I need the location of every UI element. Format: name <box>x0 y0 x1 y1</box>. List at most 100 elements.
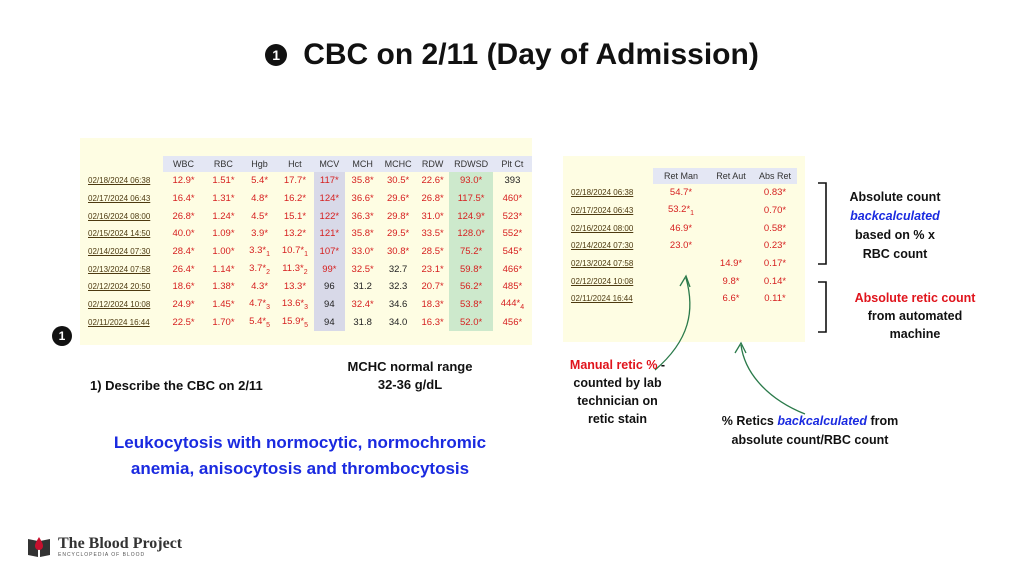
retic-cell: 0.17* <box>763 258 787 270</box>
result-date-link[interactable]: 02/12/2024 10:08 <box>571 276 634 286</box>
cbc-cell: 10.7*1 <box>281 245 308 259</box>
cbc-cell: 460* <box>502 193 523 205</box>
cbc-col-mcv: MCV <box>313 156 346 172</box>
cbc-row: 02/12/2024 10:08 24.9* 1.45* 4.7*3 13.6*3 94 3… <box>84 295 532 314</box>
cbc-cell: 18.3* <box>421 299 444 311</box>
mchc-range-note: MCHC normal range 32-36 g/dL <box>335 358 485 394</box>
cbc-row: 02/17/2024 06:43 16.4* 1.31* 4.8* 16.2* 124* 3… <box>84 189 532 208</box>
manual-retic-line2: counted by lab <box>573 376 662 390</box>
cbc-cell: 17.7* <box>283 175 307 187</box>
cbc-cell: 122* <box>313 207 346 226</box>
retic-cell: 0.23* <box>763 240 787 252</box>
upper-bracket <box>818 182 827 265</box>
cbc-cell: 1.51* <box>212 175 235 187</box>
result-date-link[interactable]: 02/17/2024 06:43 <box>88 194 151 204</box>
retic-row: 02/11/2024 16:44 6.6* 0.11* <box>567 290 797 308</box>
result-date-link[interactable]: 02/14/2024 07:30 <box>571 241 634 251</box>
abs-count-line2: backcalculated <box>850 209 940 223</box>
cbc-cell: 35.8* <box>351 228 374 240</box>
cbc-cell: 1.09* <box>212 228 235 240</box>
result-date-link[interactable]: 02/12/2024 10:08 <box>88 300 151 310</box>
cbc-cell: 30.8* <box>387 246 410 258</box>
cbc-cell: 15.1* <box>283 210 307 222</box>
cbc-cell: 523* <box>502 210 523 222</box>
cbc-cell: 5.4*5 <box>249 315 270 329</box>
retic-row: 02/16/2024 08:00 46.9* 0.58* <box>567 219 797 237</box>
cbc-cell: 29.6* <box>387 193 410 205</box>
abs-retic-line3: machine <box>889 327 941 341</box>
result-date-link[interactable]: 02/16/2024 08:00 <box>571 223 634 233</box>
cbc-cell: 1.70* <box>212 316 235 328</box>
retic-cell: 0.11* <box>764 293 786 305</box>
cbc-cell: 456* <box>502 316 523 328</box>
retic-cell: 0.58* <box>763 222 787 234</box>
manual-retic-line4: retic stain <box>587 412 648 426</box>
cbc-cell: 99* <box>313 260 346 279</box>
cbc-row: 02/15/2024 14:50 40.0* 1.09* 3.9* 13.2* 121* 3… <box>84 225 532 243</box>
cbc-cell: 4.7*3 <box>249 298 270 312</box>
result-date-link[interactable]: 02/13/2024 07:58 <box>88 264 151 274</box>
manual-retic-arrow <box>654 277 691 371</box>
result-date-link[interactable]: 02/12/2024 20:50 <box>88 282 151 292</box>
cbc-cell: 16.4* <box>172 193 195 205</box>
result-date-link[interactable]: 02/11/2024 16:44 <box>88 317 150 327</box>
cbc-cell: 16.2* <box>283 193 307 205</box>
cbc-cell: 35.8* <box>351 175 374 187</box>
cbc-cell: 52.0* <box>449 313 493 332</box>
cbc-col-mch: MCH <box>345 156 381 172</box>
cbc-cell: 4.8* <box>251 193 269 205</box>
retic-lab-table: Ret Man Ret Aut Abs Ret 02/18/2024 06:38 54… <box>563 156 805 342</box>
cbc-cell: 466* <box>502 263 523 275</box>
abs-retic-line2: from automated <box>867 309 963 323</box>
cbc-cell: 11.3*2 <box>282 262 308 276</box>
answer-line1: Leukocytosis with normocytic, normochrom… <box>113 433 487 452</box>
abs-count-line4: RBC count <box>862 247 928 261</box>
blood-project-logo: The Blood Project ENCYCLOPEDIA OF BLOOD <box>26 533 186 561</box>
result-date-link[interactable]: 02/11/2024 16:44 <box>571 294 633 304</box>
cbc-cell: 32.7 <box>388 263 408 275</box>
retic-cell: 9.8* <box>722 275 740 287</box>
cbc-cell: 32.5* <box>351 263 374 275</box>
cbc-cell: 128.0* <box>449 225 493 243</box>
pct-retic-arrow <box>740 344 806 415</box>
pct-retic-pre: % Retics <box>721 414 778 428</box>
cbc-cell: 3.9* <box>251 228 269 240</box>
cbc-cell: 13.2* <box>283 228 307 240</box>
result-date-link[interactable]: 02/15/2024 14:50 <box>88 229 151 239</box>
result-date-link[interactable]: 02/13/2024 07:58 <box>571 259 634 269</box>
cbc-cell: 26.8* <box>172 210 195 222</box>
cbc-cell: 24.9* <box>172 299 195 311</box>
cbc-cell: 29.8* <box>387 210 410 222</box>
cbc-cell: 545* <box>502 246 523 258</box>
retic-row: 02/17/2024 06:43 53.2*1 0.70* <box>567 202 797 220</box>
cbc-cell: 393 <box>504 175 521 187</box>
lower-bracket <box>818 281 827 333</box>
result-date-link[interactable]: 02/17/2024 06:43 <box>571 206 634 216</box>
result-date-link[interactable]: 02/18/2024 06:38 <box>571 188 634 198</box>
retic-cell: 14.9* <box>719 258 743 270</box>
retic-col-abs-ret: Abs Ret <box>753 168 797 184</box>
slide-title: 1 CBC on 2/11 (Day of Admission) <box>0 30 1024 80</box>
cbc-cell: 94 <box>313 295 346 314</box>
cbc-cell: 121* <box>313 225 346 243</box>
cbc-cell: 117.5* <box>449 189 493 208</box>
cbc-cell: 32.4* <box>351 299 374 311</box>
abs-count-line3: based on % x <box>855 228 935 242</box>
cbc-cell: 32.3 <box>388 281 408 293</box>
cbc-cell: 3.3*1 <box>249 245 270 259</box>
page-title: CBC on 2/11 (Day of Admission) <box>303 38 759 71</box>
manual-retic-note: Manual retic % - counted by lab technici… <box>555 356 680 428</box>
cbc-cell: 26.8* <box>421 193 444 205</box>
abs-count-line1: Absolute count <box>849 190 941 204</box>
manual-retic-line3: technician on <box>577 394 658 408</box>
cbc-cell: 4.5* <box>251 210 269 222</box>
result-date-link[interactable]: 02/18/2024 06:38 <box>88 176 151 186</box>
cbc-cell: 36.6* <box>351 193 374 205</box>
cbc-cell: 444*4 <box>500 298 525 312</box>
cbc-col-rbc: RBC <box>203 156 243 172</box>
result-date-link[interactable]: 02/14/2024 07:30 <box>88 247 151 257</box>
cbc-cell: 34.0 <box>388 316 408 328</box>
result-date-link[interactable]: 02/16/2024 08:00 <box>88 211 151 221</box>
cbc-cell: 26.4* <box>172 263 195 275</box>
